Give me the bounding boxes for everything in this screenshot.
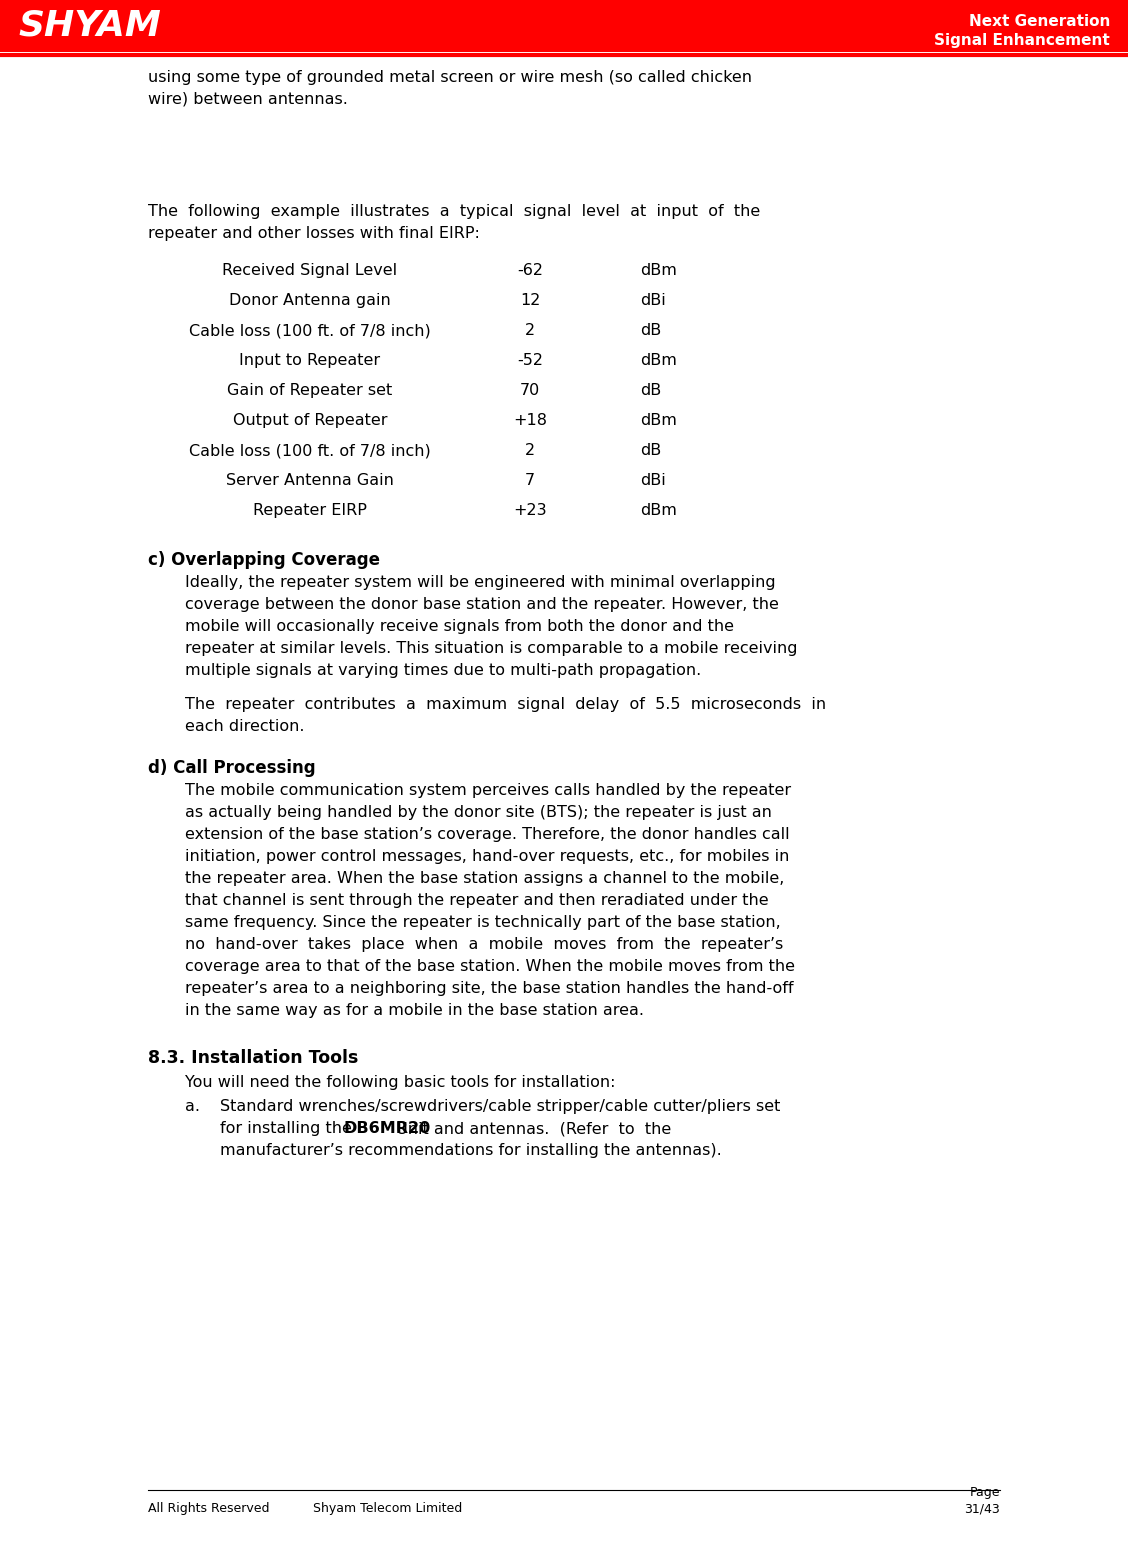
Text: no  hand-over  takes  place  when  a  mobile  moves  from  the  repeater’s: no hand-over takes place when a mobile m… xyxy=(185,937,783,952)
Text: -52: -52 xyxy=(517,353,543,367)
Text: SHYAM: SHYAM xyxy=(18,9,161,43)
Text: All Rights Reserved: All Rights Reserved xyxy=(148,1501,270,1515)
Text: Gain of Repeater set: Gain of Repeater set xyxy=(228,383,393,398)
Text: dB: dB xyxy=(640,443,661,458)
Text: -62: -62 xyxy=(517,262,543,278)
Text: 2: 2 xyxy=(525,443,535,458)
Text: Repeater EIRP: Repeater EIRP xyxy=(253,503,367,518)
Text: +18: +18 xyxy=(513,414,547,427)
Text: Shyam Telecom Limited: Shyam Telecom Limited xyxy=(312,1501,462,1515)
Text: dBm: dBm xyxy=(640,414,677,427)
Text: Ideally, the repeater system will be engineered with minimal overlapping: Ideally, the repeater system will be eng… xyxy=(185,576,776,589)
Text: Output of Repeater: Output of Repeater xyxy=(232,414,387,427)
Text: Donor Antenna gain: Donor Antenna gain xyxy=(229,293,391,309)
Text: 12: 12 xyxy=(520,293,540,309)
Text: The  following  example  illustrates  a  typical  signal  level  at  input  of  : The following example illustrates a typi… xyxy=(148,204,760,219)
Text: Signal Enhancement: Signal Enhancement xyxy=(934,32,1110,48)
Text: mobile will occasionally receive signals from both the donor and the: mobile will occasionally receive signals… xyxy=(185,619,734,634)
Text: Cable loss (100 ft. of 7/8 inch): Cable loss (100 ft. of 7/8 inch) xyxy=(190,443,431,458)
Text: coverage area to that of the base station. When the mobile moves from the: coverage area to that of the base statio… xyxy=(185,960,795,974)
Text: d) Call Processing: d) Call Processing xyxy=(148,759,316,778)
Text: multiple signals at varying times due to multi-path propagation.: multiple signals at varying times due to… xyxy=(185,663,702,677)
Text: dBi: dBi xyxy=(640,293,666,309)
Text: Received Signal Level: Received Signal Level xyxy=(222,262,397,278)
Text: as actually being handled by the donor site (BTS); the repeater is just an: as actually being handled by the donor s… xyxy=(185,805,772,819)
Text: The mobile communication system perceives calls handled by the repeater: The mobile communication system perceive… xyxy=(185,782,791,798)
Text: initiation, power control messages, hand-over requests, etc., for mobiles in: initiation, power control messages, hand… xyxy=(185,849,790,864)
Text: 2: 2 xyxy=(525,322,535,338)
Text: a.: a. xyxy=(185,1099,200,1114)
Text: Unit and antennas.  (Refer  to  the: Unit and antennas. (Refer to the xyxy=(391,1122,671,1136)
Text: that channel is sent through the repeater and then reradiated under the: that channel is sent through the repeate… xyxy=(185,893,768,907)
Text: the repeater area. When the base station assigns a channel to the mobile,: the repeater area. When the base station… xyxy=(185,870,784,886)
Text: using some type of grounded metal screen or wire mesh (so called chicken: using some type of grounded metal screen… xyxy=(148,69,752,85)
Text: for installing the: for installing the xyxy=(220,1122,356,1136)
Text: 7: 7 xyxy=(525,474,535,488)
Text: 70: 70 xyxy=(520,383,540,398)
Text: same frequency. Since the repeater is technically part of the base station,: same frequency. Since the repeater is te… xyxy=(185,915,781,930)
Text: repeater at similar levels. This situation is comparable to a mobile receiving: repeater at similar levels. This situati… xyxy=(185,640,797,656)
Text: Next Generation: Next Generation xyxy=(969,14,1110,29)
Text: Server Antenna Gain: Server Antenna Gain xyxy=(226,474,394,488)
Text: coverage between the donor base station and the repeater. However, the: coverage between the donor base station … xyxy=(185,597,778,613)
Text: 8.3. Installation Tools: 8.3. Installation Tools xyxy=(148,1049,359,1068)
Text: repeater’s area to a neighboring site, the base station handles the hand-off: repeater’s area to a neighboring site, t… xyxy=(185,981,793,995)
Text: extension of the base station’s coverage. Therefore, the donor handles call: extension of the base station’s coverage… xyxy=(185,827,790,842)
Text: c) Overlapping Coverage: c) Overlapping Coverage xyxy=(148,551,380,569)
Text: Standard wrenches/screwdrivers/cable stripper/cable cutter/pliers set: Standard wrenches/screwdrivers/cable str… xyxy=(220,1099,781,1114)
Text: Page: Page xyxy=(969,1486,1001,1498)
Text: dB: dB xyxy=(640,322,661,338)
Text: in the same way as for a mobile in the base station area.: in the same way as for a mobile in the b… xyxy=(185,1003,644,1018)
Text: 31/43: 31/43 xyxy=(964,1501,1001,1515)
Text: dBm: dBm xyxy=(640,503,677,518)
Text: Input to Repeater: Input to Repeater xyxy=(239,353,380,367)
Bar xyxy=(0,0,1128,52)
Text: dBm: dBm xyxy=(640,262,677,278)
Text: repeater and other losses with final EIRP:: repeater and other losses with final EIR… xyxy=(148,225,479,241)
Text: dBi: dBi xyxy=(640,474,666,488)
Text: The  repeater  contributes  a  maximum  signal  delay  of  5.5  microseconds  in: The repeater contributes a maximum signa… xyxy=(185,697,826,711)
Text: dB: dB xyxy=(640,383,661,398)
Text: You will need the following basic tools for installation:: You will need the following basic tools … xyxy=(185,1075,616,1089)
Text: Cable loss (100 ft. of 7/8 inch): Cable loss (100 ft. of 7/8 inch) xyxy=(190,322,431,338)
Text: each direction.: each direction. xyxy=(185,719,305,734)
Text: manufacturer’s recommendations for installing the antennas).: manufacturer’s recommendations for insta… xyxy=(220,1143,722,1157)
Text: DB6MR20: DB6MR20 xyxy=(344,1122,431,1136)
Text: wire) between antennas.: wire) between antennas. xyxy=(148,93,347,106)
Text: +23: +23 xyxy=(513,503,547,518)
Text: dBm: dBm xyxy=(640,353,677,367)
